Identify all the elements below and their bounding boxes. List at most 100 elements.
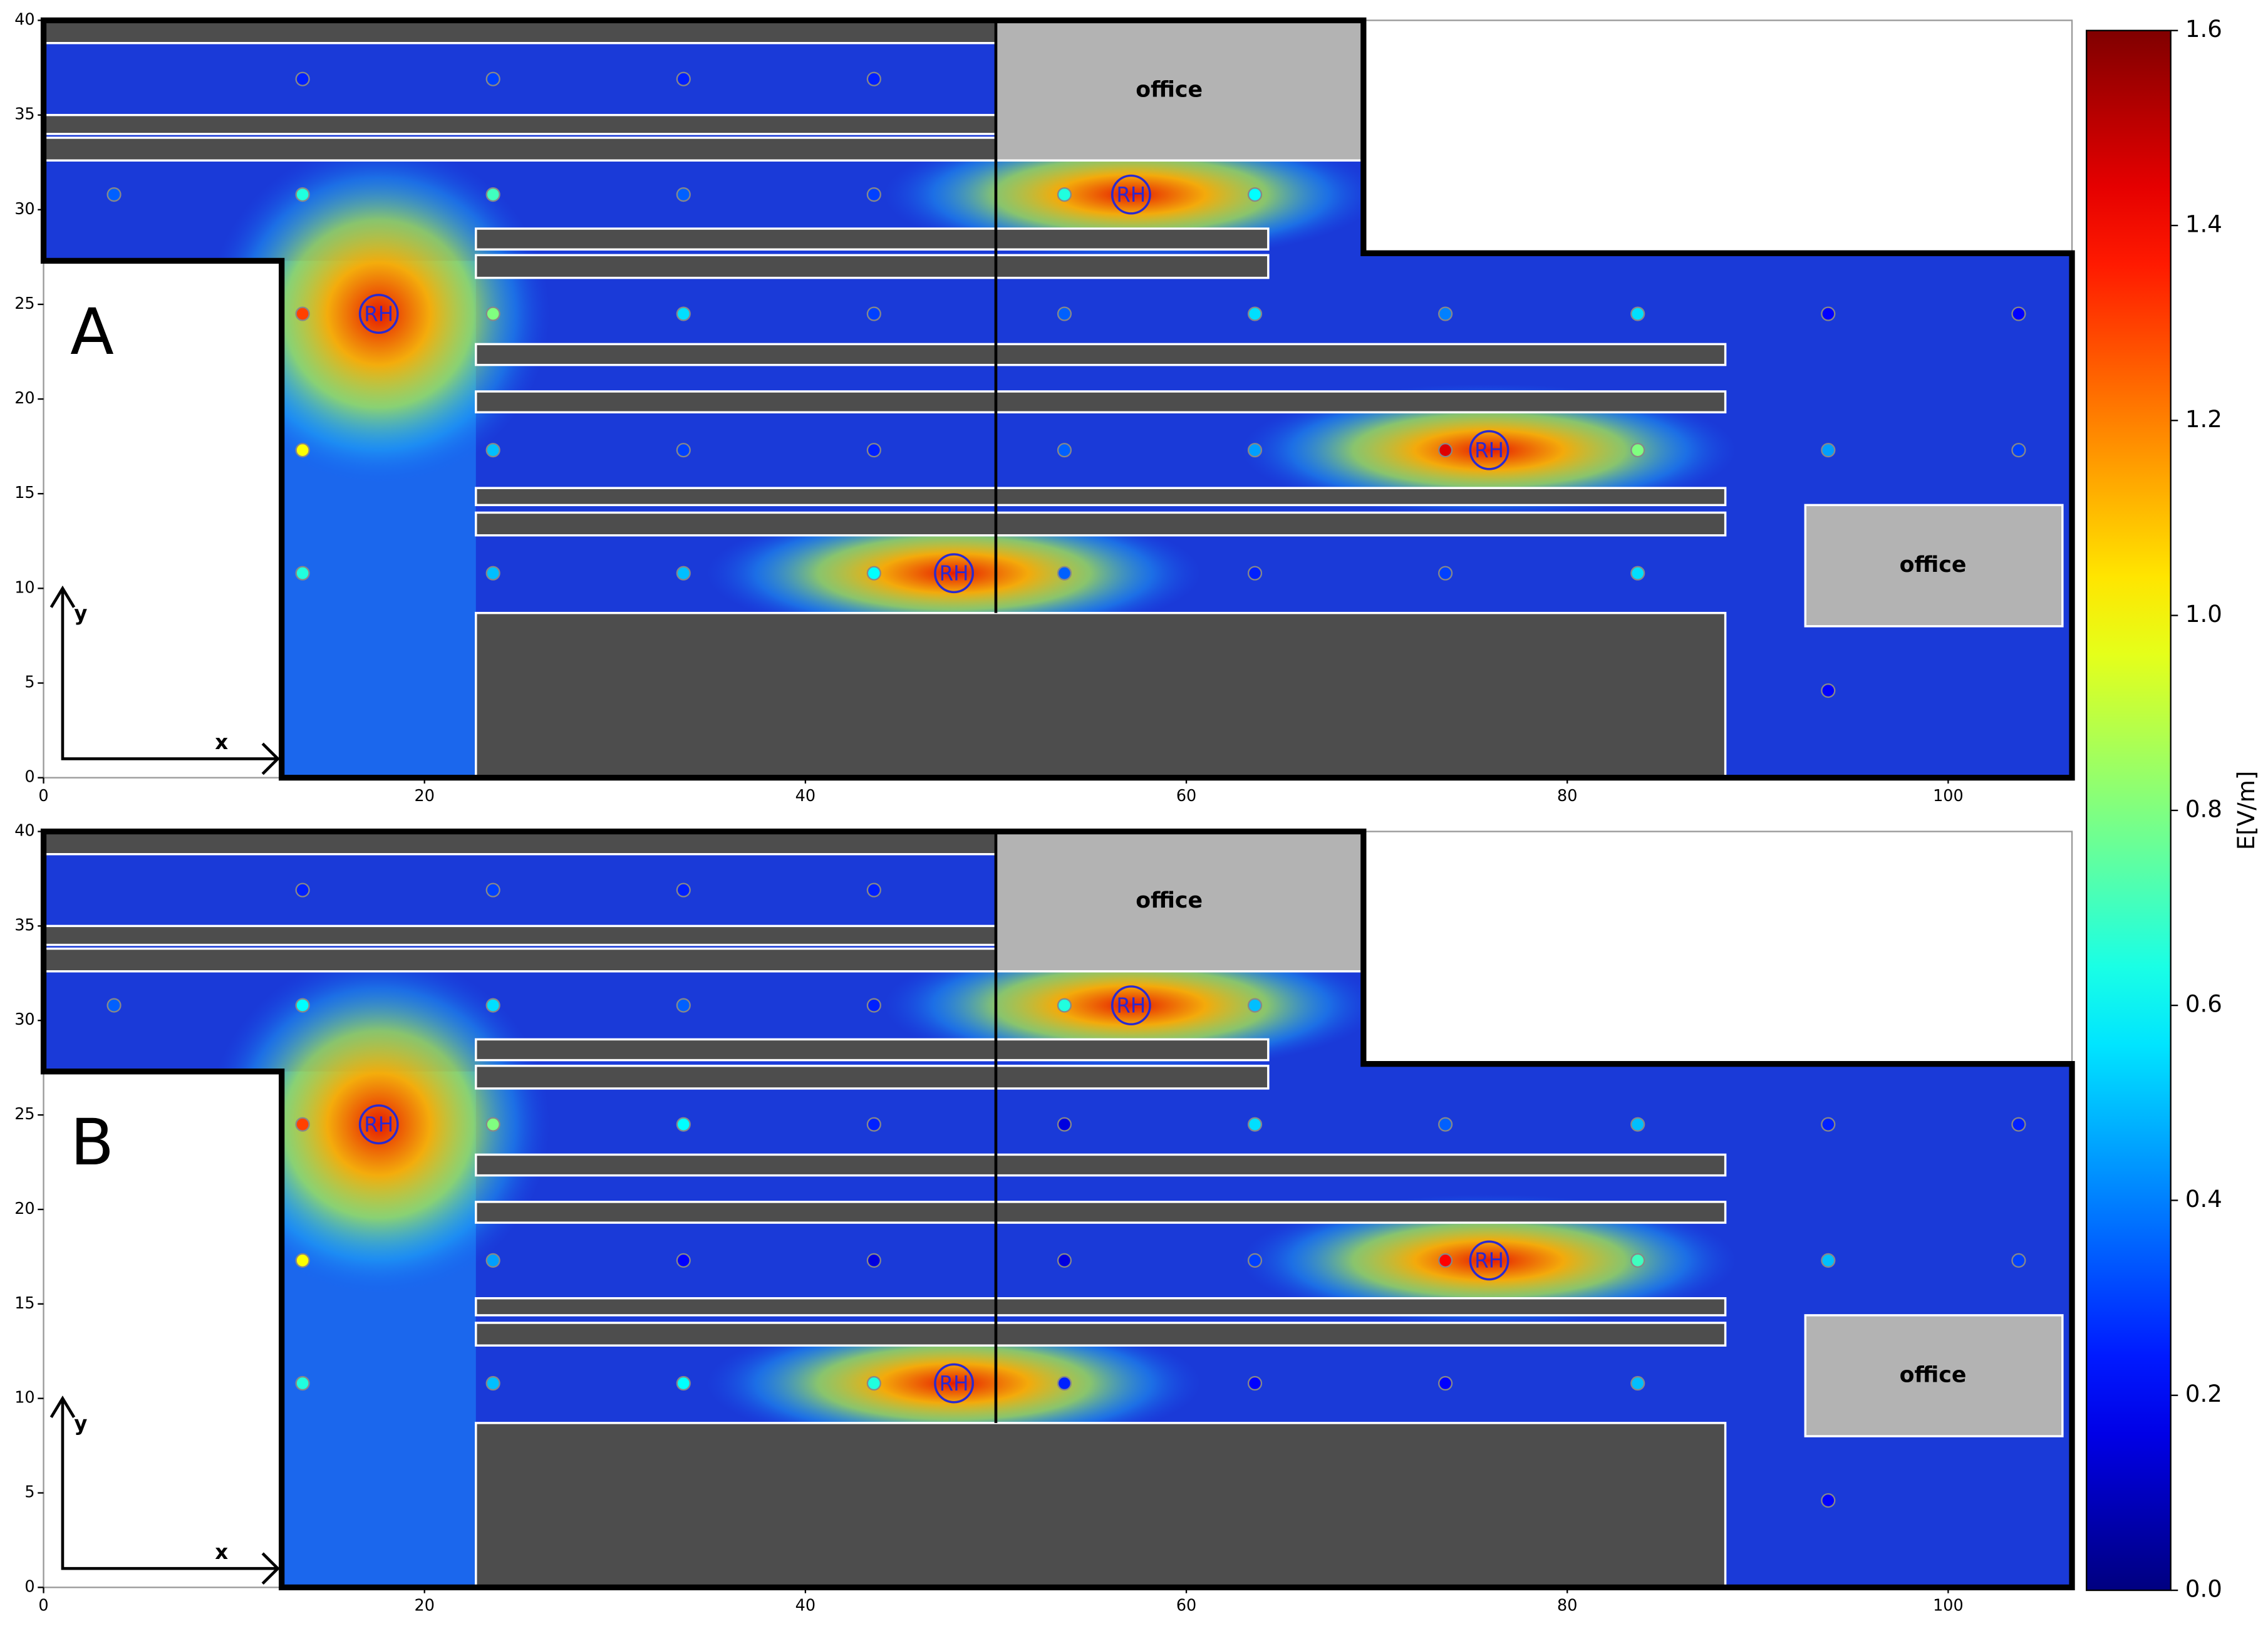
panel-label: B [70, 1105, 114, 1180]
y-tick-label: 20 [14, 389, 34, 408]
measurement-point [1438, 443, 1453, 458]
y-tick-label: 25 [14, 294, 34, 313]
measurement-point [1247, 1375, 1263, 1391]
wall [475, 1322, 1727, 1347]
wall [42, 947, 997, 973]
measurement-point [2011, 1253, 2026, 1268]
measurement-point [1438, 1375, 1453, 1391]
measurement-point [1247, 443, 1263, 458]
source-marker [934, 553, 974, 594]
measurement-point [866, 1375, 881, 1391]
colorbar-tick-label: 1.0 [2185, 601, 2222, 628]
measurement-point [1821, 1253, 1836, 1268]
source-label: RH [1116, 993, 1146, 1017]
measurement-point [295, 1253, 310, 1268]
source-label: RH [1474, 1249, 1504, 1273]
field-glow [706, 507, 1202, 639]
measurement-point [485, 1375, 500, 1391]
colorbar-tick-label: 0.4 [2185, 1186, 2222, 1213]
field-glow [1241, 1194, 1737, 1327]
measurement-point [1057, 443, 1072, 458]
x-tick-label: 100 [1933, 1597, 1964, 1615]
source-marker [1469, 430, 1509, 470]
wall [42, 830, 997, 856]
measurement-point [1247, 1117, 1263, 1132]
measurement-point [676, 187, 691, 202]
source-marker [934, 1363, 974, 1404]
y-tick-label: 10 [14, 578, 34, 597]
wall [475, 343, 1727, 366]
measurement-point [866, 71, 881, 86]
measurement-point [1630, 1253, 1645, 1268]
wall [475, 1064, 1270, 1090]
wall [475, 1153, 1727, 1177]
colorbar-tick-label: 0.8 [2185, 795, 2222, 822]
y-tick-label: 25 [14, 1105, 34, 1124]
x-tick-label: 20 [414, 787, 434, 805]
measurement-point [485, 1253, 500, 1268]
x-tick-label: 60 [1176, 787, 1196, 805]
measurement-point [1630, 1117, 1645, 1132]
measurement-point [676, 443, 691, 458]
field-glow [1241, 383, 1737, 517]
measurement-point [676, 306, 691, 321]
colorbar-tick-label: 0.0 [2185, 1576, 2222, 1603]
axis-arrow-head [49, 1395, 76, 1419]
source-label: RH [940, 561, 969, 585]
field-glows [207, 128, 1737, 778]
axis-arrow [61, 1398, 278, 1570]
axis-arrow-label: x [215, 1540, 228, 1564]
measurement-point [295, 998, 310, 1013]
measurement-point [676, 566, 691, 581]
measurement-point [1821, 1117, 1836, 1132]
measurement-point [866, 566, 881, 581]
axis-arrow-head [261, 1552, 280, 1585]
y-tick-label: 0 [24, 768, 34, 787]
measurement-point [866, 443, 881, 458]
field-glow [207, 954, 551, 1295]
measurement-point [1057, 187, 1072, 202]
measurement-point [866, 1117, 881, 1132]
building-outline [40, 828, 2075, 1591]
wall [475, 390, 1727, 413]
x-tick-label: 80 [1557, 1597, 1577, 1615]
room-label: office [1900, 1362, 1967, 1387]
wall [475, 1038, 1270, 1062]
measurement-point [1630, 1375, 1645, 1391]
measurement-point [1821, 683, 1836, 698]
measurement-point [1057, 306, 1072, 321]
measurement-point [866, 187, 881, 202]
colorbar-tick-label: 1.4 [2185, 211, 2222, 238]
wall [475, 1297, 1727, 1317]
measurement-point [1247, 1253, 1263, 1268]
measurement-point [295, 1117, 310, 1132]
source-label: RH [940, 1372, 969, 1395]
measurement-point [676, 71, 691, 86]
source-marker [1111, 174, 1151, 215]
y-tick-label: 35 [14, 105, 34, 124]
measurement-point [485, 306, 500, 321]
wall [42, 113, 997, 135]
office-room [1804, 504, 2064, 628]
measurement-point [1057, 1253, 1072, 1268]
measurement-point [2011, 443, 2026, 458]
measurement-point [1247, 566, 1263, 581]
y-tick-label: 30 [14, 200, 34, 219]
axis-arrow [61, 588, 278, 760]
y-tick-label: 40 [14, 822, 34, 841]
field-glow [706, 1317, 1202, 1450]
source-label: RH [364, 1112, 393, 1136]
axis-arrow-head [261, 742, 280, 775]
measurement-point [1821, 306, 1836, 321]
measurement-point [485, 71, 500, 86]
colorbar-tick-label: 1.6 [2185, 16, 2222, 43]
measurement-point [1057, 1375, 1072, 1391]
measurement-point [676, 1253, 691, 1268]
measurement-point [295, 306, 310, 321]
measurement-point [485, 1117, 500, 1132]
wall [475, 254, 1270, 279]
room-label: office [1136, 888, 1203, 913]
measurement-point [676, 883, 691, 898]
x-tick-label: 100 [1933, 787, 1964, 805]
